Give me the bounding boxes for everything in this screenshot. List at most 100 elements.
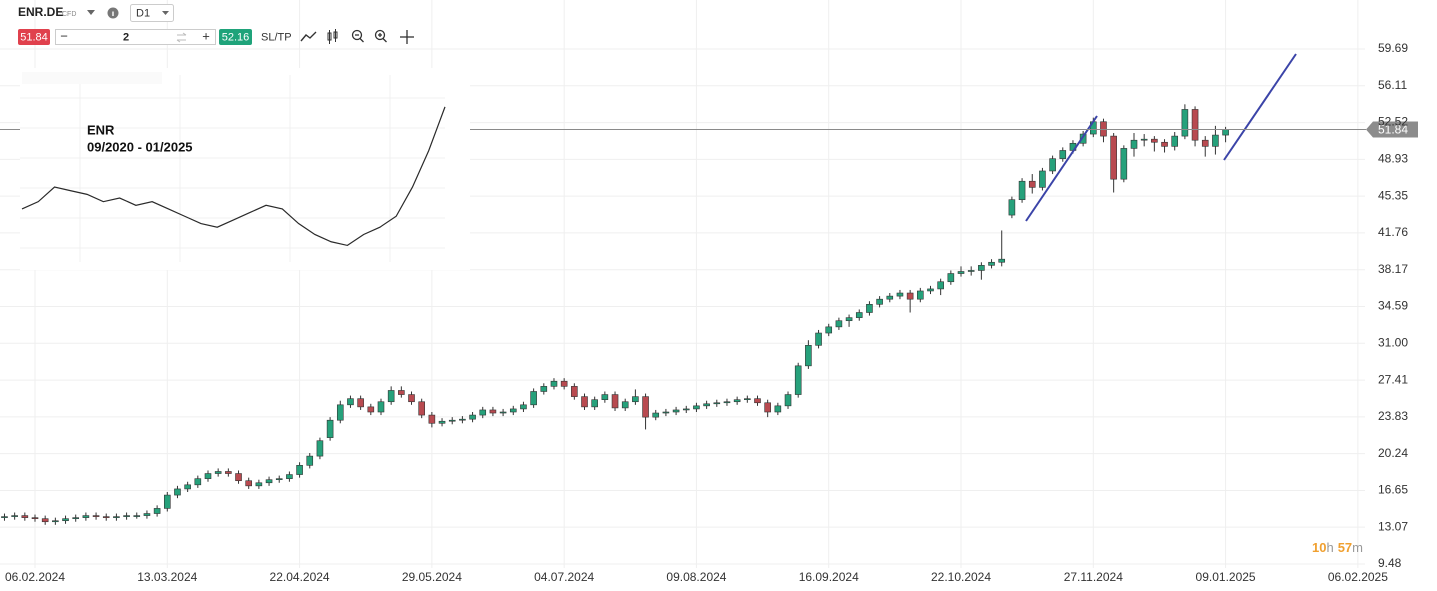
candle-body — [336, 404, 344, 421]
timer-minutes: 57 — [1338, 540, 1352, 555]
y-tick-label: 56.11 — [1378, 78, 1407, 92]
timer-hours: 10 — [1312, 540, 1326, 555]
x-tick-label: 22.04.2024 — [270, 570, 330, 584]
candle-body — [794, 365, 802, 395]
candle-body — [1, 516, 8, 518]
candle-body — [917, 290, 924, 300]
x-tick-label: 06.02.2024 — [5, 570, 65, 584]
candle-body — [967, 270, 975, 272]
y-tick-label: 27.41 — [1378, 372, 1408, 386]
y-tick-label: 31.00 — [1378, 335, 1408, 349]
candle-body — [571, 386, 578, 397]
volume-input[interactable] — [55, 29, 216, 45]
candle-body — [316, 440, 324, 457]
candle-body — [102, 516, 110, 518]
x-tick-label: 09.01.2025 — [1196, 570, 1256, 584]
trend-line[interactable] — [1025, 115, 1098, 222]
candle-body — [245, 480, 252, 487]
candle-body — [845, 317, 853, 322]
timeframe-select[interactable] — [130, 4, 174, 22]
symbol[interactable]: ENR.DE — [18, 5, 63, 19]
candle-body — [1059, 150, 1067, 159]
zoom-in-icon[interactable] — [374, 29, 387, 43]
candle-body — [499, 411, 507, 414]
x-tick-label: 22.10.2024 — [931, 570, 991, 584]
candle-body — [1008, 199, 1016, 216]
trend-line[interactable] — [1223, 53, 1297, 161]
candle-body — [387, 390, 395, 403]
y-tick-label: 59.69 — [1378, 41, 1408, 55]
pan-icon[interactable] — [400, 30, 414, 44]
candle-body — [306, 455, 314, 466]
y-tick-label: 9.48 — [1378, 556, 1402, 570]
x-tick-label: 13.03.2024 — [137, 570, 197, 584]
candle-body — [123, 515, 130, 517]
candle-body — [906, 292, 914, 300]
candle-body — [581, 396, 588, 408]
line-chart-icon[interactable] — [300, 31, 317, 42]
candle-body — [1151, 138, 1158, 143]
buy-button[interactable] — [219, 29, 252, 45]
timeframe-caret — [162, 11, 169, 15]
x-tick-label: 09.08.2024 — [666, 570, 726, 584]
candle-body — [560, 380, 568, 387]
symbol-dropdown[interactable] — [87, 10, 95, 15]
candle-body — [784, 394, 792, 407]
candle-body — [550, 380, 558, 387]
candle-body — [957, 271, 965, 274]
candle-body — [133, 515, 141, 517]
candle-body — [509, 408, 517, 413]
candle-body — [866, 304, 873, 313]
candle-body — [713, 402, 721, 405]
y-tick-label: 20.24 — [1378, 446, 1408, 460]
swap-icon[interactable] — [176, 32, 187, 43]
candle-body — [326, 419, 334, 438]
candle-body — [825, 326, 833, 334]
inset-background — [20, 68, 470, 270]
candle-body — [754, 398, 761, 404]
zoom-out-icon[interactable] — [351, 29, 364, 43]
timeframe: D1 — [136, 7, 150, 19]
candle-body — [408, 394, 415, 403]
axes: 59.69 56.11 52.52 48.93 45.35 41.76 38.17 34.59… — [5, 41, 1408, 584]
candle-body — [733, 399, 741, 403]
candle-body — [92, 515, 100, 517]
candle-body — [1171, 135, 1179, 147]
session-timer: 10h 57m — [1312, 540, 1363, 555]
candle-type-icon[interactable] — [327, 29, 338, 44]
candle-body — [1130, 139, 1138, 149]
candle-body — [184, 484, 191, 490]
candles — [1, 104, 1229, 525]
y-tick-label: 34.59 — [1378, 299, 1408, 313]
candle-body — [1191, 109, 1199, 141]
candle-body — [489, 409, 497, 414]
decrease-volume[interactable]: − — [60, 28, 68, 43]
candle-body — [31, 517, 39, 519]
candle-body — [153, 508, 161, 514]
current-price-box — [1366, 121, 1418, 138]
candle-body — [1212, 134, 1219, 147]
candle-body — [377, 401, 385, 413]
candle-body — [632, 396, 639, 403]
candle-body — [805, 345, 812, 367]
timer-minutes-unit: m — [1352, 540, 1363, 555]
sell-button[interactable] — [18, 29, 50, 45]
candle-body — [296, 465, 303, 475]
candle-body — [937, 281, 944, 290]
candle-body — [876, 298, 883, 305]
candle-body — [62, 518, 69, 522]
candle-body — [540, 386, 548, 392]
increase-volume[interactable]: + — [202, 28, 210, 43]
candle-body — [1181, 109, 1189, 137]
x-tick-label: 16.09.2024 — [799, 570, 859, 584]
candle-body — [1110, 135, 1117, 180]
candle-body — [459, 418, 466, 421]
sltp-button[interactable]: SL/TP — [261, 31, 292, 43]
candle-body — [978, 265, 985, 271]
candle-body — [41, 518, 49, 523]
candle-body — [744, 398, 751, 400]
candle-body — [652, 412, 660, 418]
candle-body — [52, 520, 59, 523]
timer-hours-unit: h — [1326, 540, 1333, 555]
candle-body — [815, 332, 822, 346]
